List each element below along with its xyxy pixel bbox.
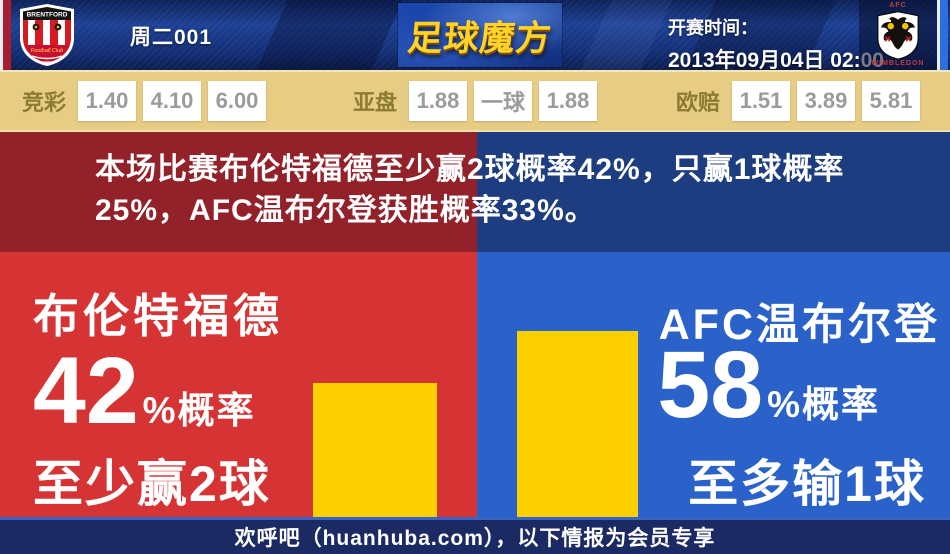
yapan-handicap: 一球 bbox=[474, 81, 533, 121]
prediction-summary: 本场比赛布伦特福德至少赢2球概率42%，只赢1球概率 25%，AFC温布尔登获胜… bbox=[95, 149, 844, 231]
kickoff-time: 2013年09月04日 02:00 bbox=[668, 49, 884, 70]
oupei-home-odds: 1.51 bbox=[732, 81, 790, 121]
oupei-odds-group: 欧赔 1.51 3.89 5.81 bbox=[676, 81, 920, 121]
header-decoration bbox=[250, 0, 409, 70]
home-probability-suffix: %概率 bbox=[142, 390, 256, 431]
odds-bar: 竞彩 1.40 4.10 6.00 亚盘 1.88 一球 1.88 欧赔 1.5… bbox=[0, 70, 950, 132]
yapan-odds-group: 亚盘 1.88 一球 1.88 bbox=[352, 81, 598, 121]
away-probability-bar bbox=[517, 331, 638, 517]
away-probability: 58 %概率 bbox=[657, 338, 880, 433]
match-number: 周二001 bbox=[130, 26, 213, 49]
away-panel: AFC温布尔登 58 %概率 至多输1球 bbox=[477, 252, 950, 517]
right-edge-divider bbox=[937, 0, 940, 70]
footer-bar: 欢呼吧（huanhuba.com），以下情报为会员专享 bbox=[0, 517, 950, 554]
left-edge-divider bbox=[0, 0, 3, 70]
site-promo-text: 欢呼吧（huanhuba.com），以下情报为会员专享 bbox=[234, 527, 716, 550]
yapan-label: 亚盘 bbox=[352, 90, 398, 115]
jingcai-draw-odds: 4.10 bbox=[143, 81, 202, 121]
away-crest-bottom-text: WIMBLEDON bbox=[871, 60, 925, 67]
prediction-summary-line2: 25%，AFC温布尔登获胜概率33%。 bbox=[95, 194, 596, 227]
site-logo-text: 足球魔方 bbox=[405, 18, 554, 58]
header: BRENTFORD Football Club 周二001 足球魔方 开赛时间：… bbox=[0, 0, 950, 70]
oupei-label: 欧赔 bbox=[675, 90, 720, 115]
jingcai-label: 竞彩 bbox=[22, 90, 67, 115]
brentford-crest-icon: BRENTFORD Football Club bbox=[18, 3, 76, 70]
away-crest-top-text: AFC bbox=[889, 2, 907, 9]
summary-banner-away-bg bbox=[477, 132, 950, 252]
oupei-draw-odds: 3.89 bbox=[797, 81, 855, 121]
yapan-away-odds: 1.88 bbox=[539, 81, 598, 121]
away-color-stripe bbox=[940, 0, 948, 70]
kickoff-block: 开赛时间： 2013年09月04日 02:00 bbox=[668, 14, 884, 70]
site-logo-box: 足球魔方 bbox=[398, 3, 562, 67]
home-probability-bar bbox=[313, 383, 437, 517]
yapan-home-odds: 1.88 bbox=[409, 81, 468, 121]
home-probability-value: 42 bbox=[33, 338, 139, 444]
away-team-name: AFC温布尔登 bbox=[658, 301, 940, 349]
crest-banner-text: BRENTFORD bbox=[27, 12, 68, 19]
home-color-stripe bbox=[3, 0, 11, 70]
oupei-away-odds: 5.81 bbox=[862, 81, 920, 121]
kickoff-label: 开赛时间： bbox=[668, 18, 758, 38]
jingcai-away-odds: 6.00 bbox=[208, 81, 267, 121]
jingcai-home-odds: 1.40 bbox=[78, 81, 137, 121]
prediction-summary-line1: 本场比赛布伦特福德至少赢2球概率42%，只赢1球概率 bbox=[95, 153, 845, 186]
afc-wimbledon-crest-icon: AFC WIMBLEDON bbox=[859, 0, 937, 70]
away-probability-value: 58 bbox=[657, 332, 764, 438]
home-team-name: 布伦特福德 bbox=[33, 290, 283, 342]
summary-banner: 本场比赛布伦特福德至少赢2球概率42%，只赢1球概率 25%，AFC温布尔登获胜… bbox=[0, 132, 950, 252]
summary-banner-home-bg bbox=[0, 132, 477, 252]
away-outcome-label: 至多输1球 bbox=[688, 456, 926, 512]
probability-comparison: 布伦特福德 42 %概率 至少赢2球 AFC温布尔登 58 %概率 至多输1球 bbox=[0, 252, 950, 517]
home-outcome-label: 至少赢2球 bbox=[33, 456, 271, 512]
crest-sub-text: Football Club bbox=[31, 48, 63, 54]
home-probability: 42 %概率 bbox=[33, 344, 256, 439]
jingcai-odds-group: 竞彩 1.40 4.10 6.00 bbox=[22, 81, 267, 121]
home-panel: 布伦特福德 42 %概率 至少赢2球 bbox=[0, 252, 477, 517]
header-decoration bbox=[574, 0, 678, 70]
away-probability-suffix: %概率 bbox=[767, 384, 880, 425]
